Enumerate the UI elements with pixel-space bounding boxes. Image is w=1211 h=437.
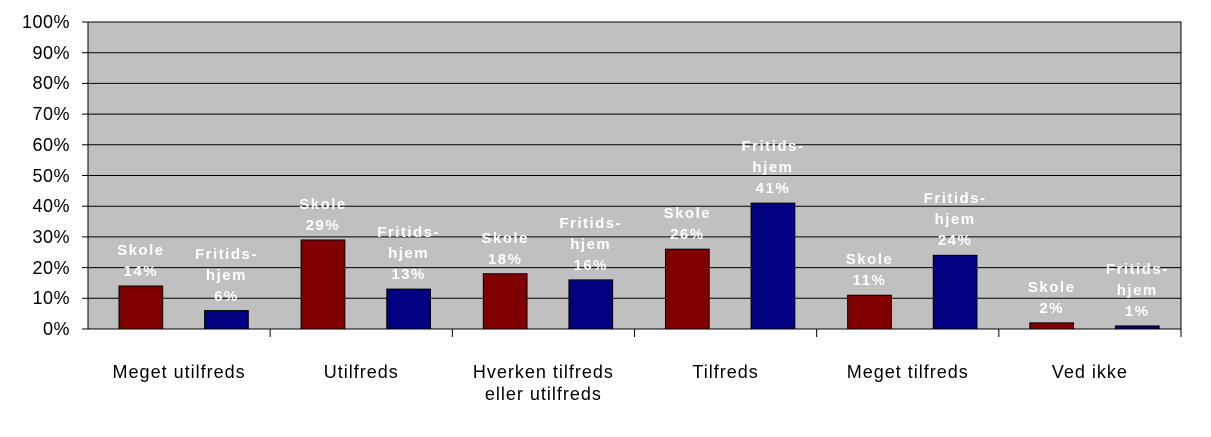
data-label: Skole 11%	[828, 249, 910, 291]
y-tick-label: 10%	[32, 288, 70, 309]
bar	[386, 288, 431, 330]
data-label: Fritids-hjem 16%	[550, 213, 632, 276]
y-tick-label: 0%	[42, 319, 70, 339]
data-label: Fritids-hjem 41%	[732, 136, 814, 199]
x-tick-label: Meget tilfreds	[846, 362, 969, 382]
bar	[300, 239, 346, 330]
data-label-value: 26%	[670, 226, 705, 244]
data-label-series: Skole	[481, 229, 529, 247]
data-label: Skole 2%	[1011, 277, 1093, 319]
data-label: Fritids-hjem 13%	[368, 222, 450, 285]
data-label-value: 24%	[937, 232, 973, 250]
data-label-value: 2%	[1039, 299, 1064, 317]
data-label-series: Fritids-hjem	[559, 214, 623, 253]
bar	[1029, 322, 1075, 330]
data-label-value: 18%	[487, 250, 523, 268]
bar	[482, 273, 528, 330]
data-label-value: 6%	[214, 287, 239, 305]
data-label-value: 1%	[1124, 302, 1150, 320]
data-label-series: Skole	[1027, 278, 1076, 296]
data-label: Skole 26%	[646, 203, 728, 245]
bar	[204, 310, 249, 330]
y-tick-label: 80%	[32, 73, 70, 94]
y-tick-label: 60%	[32, 134, 70, 155]
x-tick-label: Ved ikke	[1051, 362, 1128, 382]
data-label: Fritids-hjem 24%	[914, 188, 996, 251]
x-tick-label: Tilfreds	[692, 362, 759, 382]
bar	[118, 285, 164, 330]
data-label: Skole 29%	[282, 194, 364, 236]
y-tick-label: 100%	[21, 12, 70, 32]
x-tick-label: Utilfreds	[323, 362, 399, 382]
data-label-series: Fritids-hjem	[377, 224, 441, 263]
y-tick-label: 30%	[32, 226, 70, 247]
data-label-value: 41%	[755, 180, 791, 198]
data-label-value: 16%	[573, 256, 609, 274]
bar	[750, 202, 796, 330]
bar	[1114, 325, 1160, 330]
data-label-series: Fritids-hjem	[741, 138, 805, 177]
data-label: Fritids-hjem 6%	[185, 244, 267, 307]
data-label-series: Fritids-hjem	[923, 190, 987, 229]
data-label-series: Skole	[117, 242, 165, 260]
data-label-value: 13%	[391, 266, 426, 284]
y-tick-label: 90%	[32, 42, 70, 63]
y-tick-label: 70%	[32, 104, 70, 125]
data-label: Skole 14%	[100, 240, 182, 282]
data-label-series: Skole	[663, 205, 712, 223]
y-tick-label: 20%	[32, 257, 70, 278]
data-label-series: Fritids-hjem	[1105, 260, 1169, 299]
data-label-series: Skole	[845, 251, 894, 269]
data-label: Skole 18%	[464, 228, 546, 270]
data-label-series: Skole	[299, 195, 347, 213]
data-label: Fritids-hjem 1%	[1096, 259, 1178, 322]
y-tick-label: 40%	[32, 196, 70, 217]
data-label-value: 29%	[305, 216, 341, 234]
x-tick-label: Hverken tilfreds eller utilfreds	[472, 362, 614, 404]
bar	[568, 279, 614, 330]
bar	[664, 248, 710, 330]
bar	[932, 254, 978, 330]
data-label-series: Fritids-hjem	[195, 245, 258, 284]
data-label-value: 14%	[123, 263, 159, 281]
bar	[847, 294, 892, 330]
x-tick-label: Meget utilfreds	[112, 362, 246, 382]
y-tick-label: 50%	[32, 165, 70, 186]
data-label-value: 11%	[852, 272, 887, 290]
